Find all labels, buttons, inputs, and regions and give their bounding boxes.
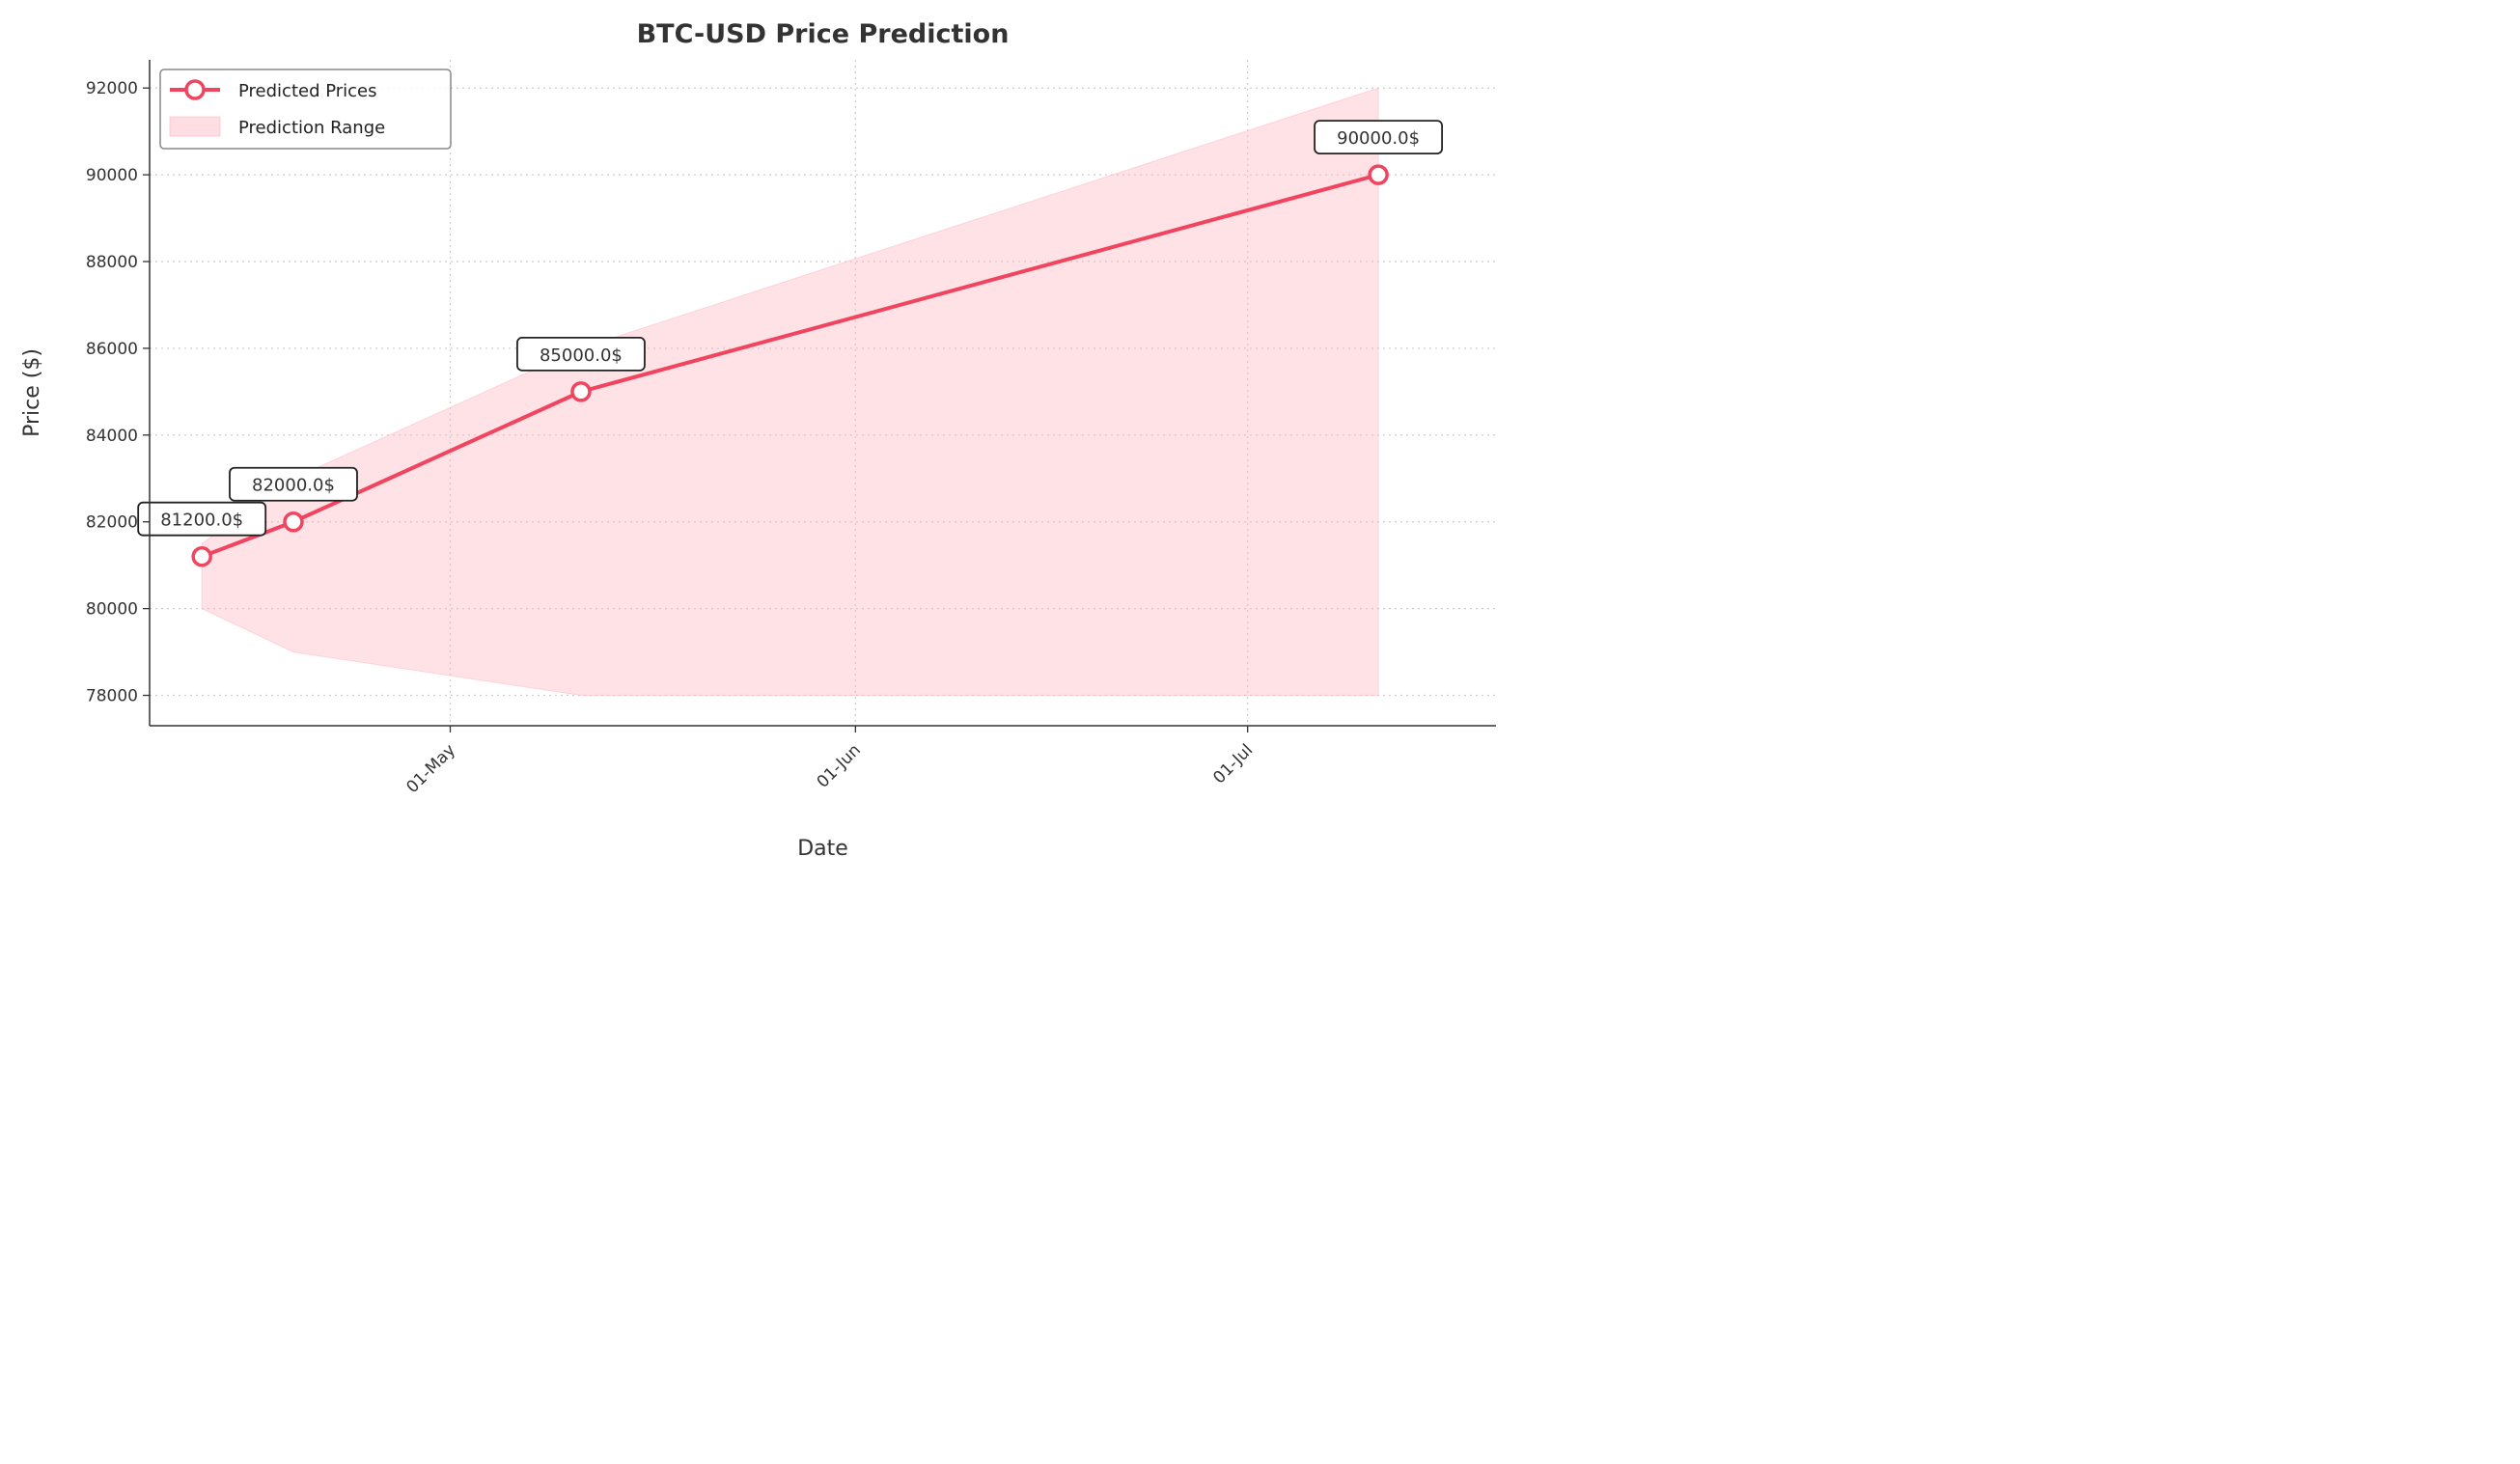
data-labels: 81200.0$ 82000.0$ 85000.0$ 90000.0$ xyxy=(137,120,1444,537)
legend-label-predicted: Predicted Prices xyxy=(238,81,377,101)
prediction-range-area xyxy=(201,87,1379,697)
data-label-box xyxy=(229,466,358,502)
y-tick-label: 88000 xyxy=(86,253,138,272)
data-label: 82000.0$ xyxy=(252,476,335,496)
y-tick-label: 82000 xyxy=(86,513,138,533)
y-tick-label: 92000 xyxy=(86,79,138,98)
legend-label-range: Prediction Range xyxy=(238,118,385,138)
y-axis-title: Price ($) xyxy=(20,348,44,437)
chart: 81200.0$82000.0$85000.0$90000.0$ 01-May 0… xyxy=(0,0,1512,879)
predicted-prices-line xyxy=(201,173,1379,559)
axes xyxy=(149,60,1496,727)
data-point xyxy=(570,381,592,402)
y-tick-label: 86000 xyxy=(86,340,138,359)
data-point xyxy=(1368,164,1389,185)
legend-marker-swatch xyxy=(184,79,206,100)
y-tick-label: 78000 xyxy=(86,687,138,706)
y-ticks: 78000 80000 82000 84000 86000 88000 90000 92000 xyxy=(86,79,150,706)
data-label-box xyxy=(137,501,267,537)
data-label-group: 81200.0$ xyxy=(137,501,267,537)
data-label-group: 90000.0$ xyxy=(1314,120,1444,155)
data-label-box xyxy=(1314,120,1444,155)
y-tick-label: 80000 xyxy=(86,600,138,620)
chart-title: BTC-USD Price Prediction xyxy=(637,19,1010,49)
data-label: 90000.0$ xyxy=(1337,128,1420,149)
y-tick-label: 90000 xyxy=(86,166,138,185)
y-tick-label: 84000 xyxy=(86,427,138,446)
data-label: 81200.0$ xyxy=(160,511,243,531)
x-axis-title: Date xyxy=(797,837,848,861)
data-point xyxy=(283,511,304,533)
legend: Predicted Prices Prediction Range xyxy=(159,69,452,150)
data-label-group: 82000.0$ xyxy=(229,466,358,502)
data-point xyxy=(191,545,212,567)
data-label-box xyxy=(516,336,646,372)
data-label: 85000.0$ xyxy=(540,345,623,366)
data-points xyxy=(191,164,1389,567)
legend-range-swatch xyxy=(169,116,221,137)
data-label-group: 85000.0$ xyxy=(516,336,646,372)
legend-box xyxy=(159,69,452,150)
